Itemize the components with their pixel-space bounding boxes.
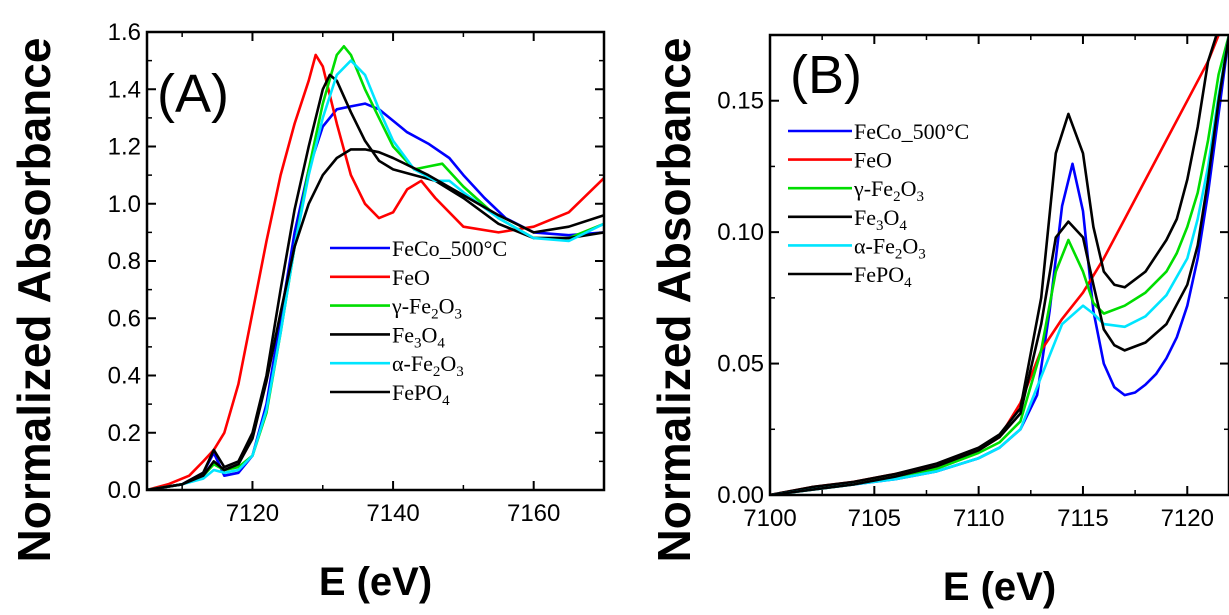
series-line-2 bbox=[770, 35, 1229, 495]
x-axis-label: E (eV) bbox=[943, 565, 1056, 609]
y-tick-label: 0.00 bbox=[717, 482, 764, 509]
y-tick-label: 0.2 bbox=[108, 420, 141, 447]
y-tick-label: 1.4 bbox=[108, 76, 141, 103]
legend-entry: γ-Fe2O3 bbox=[391, 294, 462, 323]
y-axis-label: Normalized Absorbance bbox=[648, 38, 700, 563]
x-tick-label: 7105 bbox=[848, 505, 901, 532]
legend-entry: FeCo_500°C bbox=[854, 119, 969, 144]
series-line-4 bbox=[147, 59, 604, 490]
legend-entry: Fe3O4 bbox=[392, 322, 445, 351]
x-tick-label: 7160 bbox=[507, 500, 560, 527]
y-tick-label: 0.6 bbox=[108, 305, 141, 332]
y-tick-label: 1.6 bbox=[108, 19, 141, 46]
y-axis-label: Normalized Absorbance bbox=[8, 38, 60, 563]
x-tick-label: 7110 bbox=[953, 505, 1005, 532]
legend-entry: FeCo_500°C bbox=[392, 236, 507, 261]
y-tick-label: 0.15 bbox=[717, 88, 764, 115]
panel-label: (A) bbox=[157, 64, 229, 124]
series-line-1 bbox=[147, 53, 604, 490]
x-tick-label: 7120 bbox=[226, 500, 279, 527]
y-tick-label: 0.10 bbox=[717, 219, 764, 246]
panel-a: 0.0 0.2 0.4 0.6 0.8 1.0 1.2 1.4 1.6 7120 7140 7160 N… bbox=[8, 19, 606, 604]
y-tick-label: 0.0 bbox=[108, 477, 141, 504]
series-group bbox=[147, 44, 604, 490]
legend-entry: FePO4 bbox=[854, 262, 912, 291]
legend-entry: α-Fe2O3 bbox=[392, 351, 464, 380]
plot-frame bbox=[768, 33, 1229, 497]
panel-label: (B) bbox=[790, 45, 862, 105]
series-group bbox=[770, 35, 1229, 495]
legend-entry: Fe3O4 bbox=[854, 205, 907, 234]
series-line-3 bbox=[770, 35, 1218, 495]
x-tick-label: 7115 bbox=[1057, 505, 1109, 532]
series-line-5 bbox=[147, 148, 604, 490]
series-line-0 bbox=[147, 102, 604, 490]
y-tick-label: 0.8 bbox=[108, 248, 141, 275]
series-line-4 bbox=[770, 35, 1229, 495]
y-tick-label: 1.0 bbox=[108, 191, 141, 218]
legend-entry: FePO4 bbox=[392, 380, 450, 409]
panel-b: 0.00 0.05 0.10 0.15 7100 7105 7110 7115 7120 Norm… bbox=[648, 33, 1229, 609]
legend-entry: FeO bbox=[392, 265, 430, 290]
legend-entry: α-Fe2O3 bbox=[854, 233, 926, 262]
y-tick-label: 1.2 bbox=[108, 134, 141, 161]
y-tick-label: 0.4 bbox=[108, 363, 141, 390]
series-line-3 bbox=[147, 73, 604, 490]
x-axis-label: E (eV) bbox=[319, 560, 432, 604]
legend-entry: γ-Fe2O3 bbox=[853, 176, 924, 205]
x-tick-label: 7100 bbox=[743, 505, 796, 532]
series-line-5 bbox=[770, 35, 1229, 495]
x-tick-label: 7140 bbox=[366, 500, 419, 527]
x-tick-label: 7120 bbox=[1161, 505, 1214, 532]
legend-entry: FeO bbox=[854, 148, 892, 173]
y-tick-label: 0.05 bbox=[717, 351, 764, 378]
